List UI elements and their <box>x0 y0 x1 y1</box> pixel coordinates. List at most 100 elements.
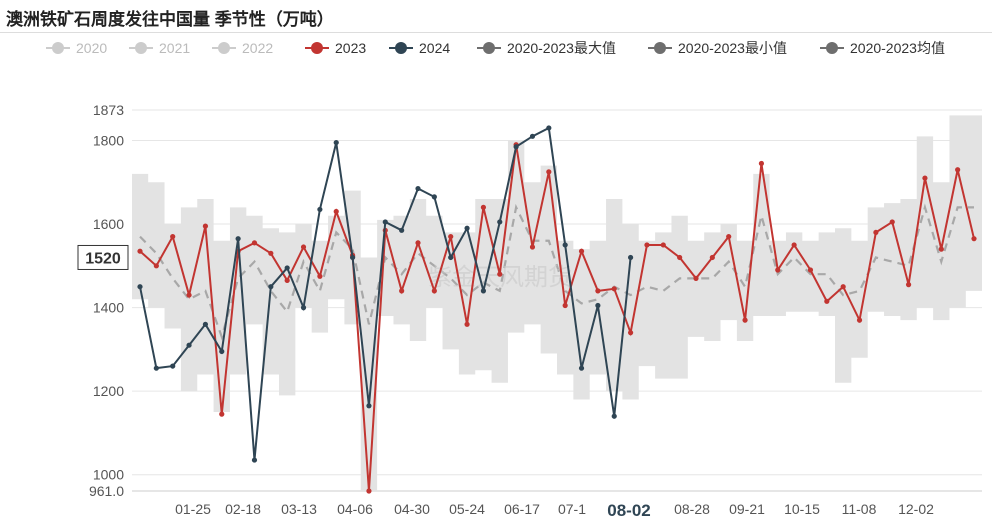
data-point-2024 <box>431 194 437 200</box>
legend-marker[interactable] <box>483 42 495 54</box>
x-tick-label: 04-30 <box>394 501 430 517</box>
data-point-2024 <box>415 185 421 192</box>
data-point-2023 <box>856 317 863 323</box>
data-point-2023 <box>905 282 912 288</box>
legend-item-label: 2020-2023均值 <box>850 40 945 56</box>
chart-title: 澳洲铁矿石周度发往中国量 季节性（万吨） <box>6 10 334 29</box>
data-point-2024 <box>464 225 470 231</box>
y-tick-label: 1000 <box>93 467 124 483</box>
data-point-2023 <box>611 286 617 292</box>
data-point-2024 <box>153 365 159 371</box>
data-point-2024 <box>219 348 225 355</box>
data-point-2023 <box>268 250 274 256</box>
data-point-2024 <box>529 133 536 139</box>
data-point-2024 <box>268 284 274 290</box>
x-tick-label: 09-21 <box>729 501 765 517</box>
legend-item-label: 2020-2023最大值 <box>507 40 616 56</box>
data-point-2024 <box>300 305 307 311</box>
data-point-2023 <box>300 244 307 250</box>
data-point-2023 <box>202 223 209 229</box>
data-point-2024 <box>366 403 372 409</box>
data-point-2024 <box>137 284 143 290</box>
crosshair-x-label-box <box>600 498 658 522</box>
data-point-2023 <box>578 248 585 254</box>
x-tick-label: 06-17 <box>504 501 540 517</box>
x-tick-label: 02-18 <box>225 501 261 517</box>
data-point-2024 <box>497 219 503 225</box>
legend-item-label: 2020 <box>76 40 107 56</box>
data-point-2024 <box>513 144 519 150</box>
legend-marker[interactable] <box>135 42 147 54</box>
data-point-2023 <box>480 204 487 210</box>
data-point-2023 <box>448 233 454 240</box>
data-point-2023 <box>889 219 895 225</box>
legend-marker[interactable] <box>395 42 407 54</box>
legend-marker[interactable] <box>654 42 666 54</box>
data-point-2024 <box>170 363 176 369</box>
data-point-2024 <box>480 288 487 294</box>
data-point-2023 <box>758 160 765 167</box>
y-tick-label: 961.0 <box>89 483 124 499</box>
data-point-2023 <box>873 229 879 236</box>
legend-marker[interactable] <box>826 42 838 54</box>
data-point-2024 <box>562 242 568 248</box>
legend-item-label: 2020-2023最小值 <box>678 40 787 56</box>
y-tick-label: 1873 <box>93 102 124 118</box>
data-point-2023 <box>170 233 176 240</box>
data-point-2023 <box>660 242 666 248</box>
data-point-2023 <box>726 233 732 240</box>
data-point-2024 <box>546 125 552 131</box>
data-point-2024 <box>235 236 241 242</box>
x-tick-label: 03-13 <box>281 501 317 517</box>
data-point-2024 <box>382 219 388 225</box>
data-point-2023 <box>137 248 143 254</box>
y-tick-label: 1200 <box>93 383 124 399</box>
legend-item-label: 2022 <box>242 40 273 56</box>
data-point-2024 <box>399 227 405 233</box>
data-point-2023 <box>366 488 372 494</box>
data-point-2023 <box>742 317 748 323</box>
x-tick-label: 11-08 <box>842 501 877 517</box>
data-point-2023 <box>529 244 536 250</box>
series-line-2023 <box>139 144 975 492</box>
legend-marker[interactable] <box>311 42 323 54</box>
data-point-2023 <box>840 284 846 290</box>
x-tick-label: 07-1 <box>558 501 586 517</box>
data-point-2023 <box>824 298 830 304</box>
data-point-2023 <box>644 242 650 248</box>
crosshair-x-label: 08-02 <box>607 501 650 520</box>
data-point-2024 <box>595 302 601 309</box>
x-tick-label: 01-25 <box>175 501 211 517</box>
data-point-2023 <box>333 208 339 215</box>
y-tick-label: 1800 <box>93 132 124 148</box>
data-point-2023 <box>922 175 928 181</box>
data-point-2023 <box>955 167 961 173</box>
data-point-2023 <box>709 254 715 261</box>
data-point-2023 <box>399 288 405 294</box>
data-point-2023 <box>431 288 437 294</box>
data-point-2023 <box>153 263 159 269</box>
data-point-2024 <box>317 206 323 213</box>
data-point-2023 <box>562 302 568 309</box>
data-point-2023 <box>497 271 503 277</box>
data-point-2024 <box>284 265 290 271</box>
data-point-2023 <box>627 330 634 336</box>
y-tick-label: 1400 <box>93 300 124 316</box>
average-line <box>139 203 974 341</box>
x-tick-label: 04-06 <box>337 501 373 517</box>
data-point-2024 <box>448 254 454 261</box>
data-point-2023 <box>415 240 421 246</box>
x-tick-label: 10-15 <box>784 501 820 517</box>
data-point-2023 <box>791 242 797 248</box>
data-point-2023 <box>807 267 814 273</box>
data-point-2023 <box>186 292 192 298</box>
crosshair-y-label: 1520 <box>85 250 121 267</box>
data-point-2024 <box>611 413 617 419</box>
data-point-2023 <box>595 288 601 294</box>
data-point-2023 <box>284 277 290 284</box>
data-point-2024 <box>186 342 192 348</box>
legend-marker[interactable] <box>218 42 230 54</box>
data-point-2023 <box>317 273 323 279</box>
legend-marker[interactable] <box>52 42 64 54</box>
